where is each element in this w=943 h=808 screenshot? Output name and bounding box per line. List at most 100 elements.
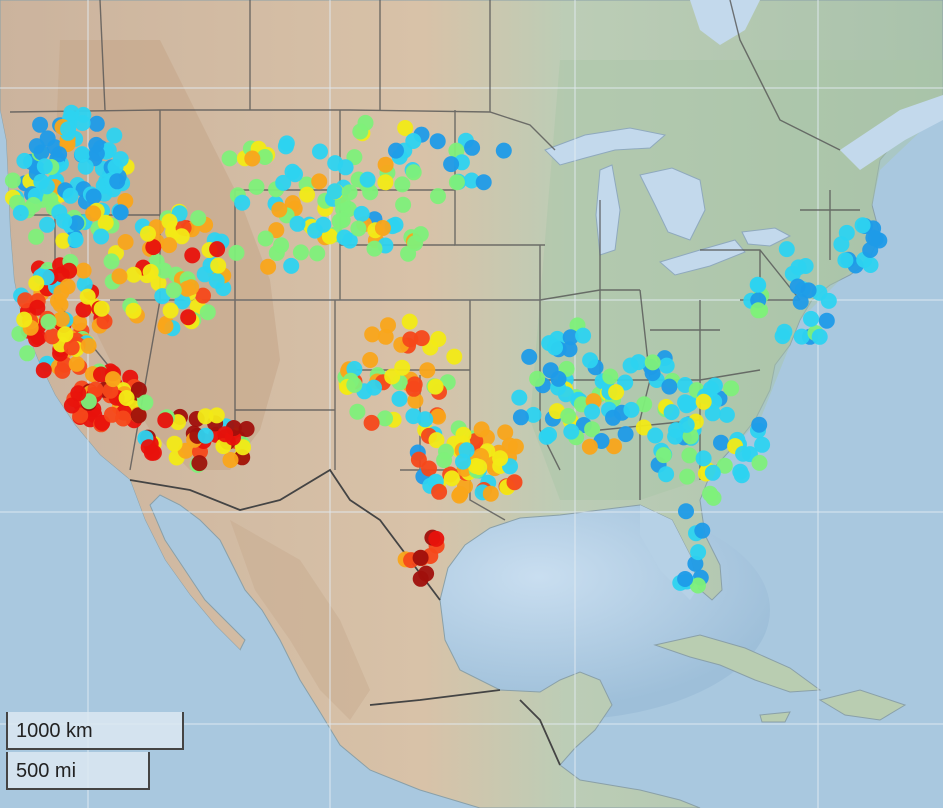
station-marker[interactable] <box>161 237 178 254</box>
station-marker[interactable] <box>289 215 306 232</box>
station-marker[interactable] <box>501 437 518 454</box>
station-marker[interactable] <box>51 146 68 163</box>
station-marker[interactable] <box>71 314 88 331</box>
station-marker[interactable] <box>75 262 92 279</box>
station-marker[interactable] <box>550 370 567 387</box>
station-marker[interactable] <box>222 452 239 468</box>
station-marker[interactable] <box>833 236 850 253</box>
station-marker[interactable] <box>228 244 245 261</box>
station-marker[interactable] <box>260 258 277 275</box>
station-marker[interactable] <box>165 282 182 299</box>
station-marker[interactable] <box>658 466 675 483</box>
station-marker[interactable] <box>428 530 445 547</box>
station-marker[interactable] <box>271 201 288 218</box>
station-marker[interactable] <box>793 328 810 345</box>
station-marker[interactable] <box>166 435 183 452</box>
station-marker[interactable] <box>256 149 273 165</box>
station-marker[interactable] <box>28 228 45 245</box>
station-marker[interactable] <box>443 156 460 173</box>
station-marker[interactable] <box>751 416 768 433</box>
station-marker[interactable] <box>268 222 285 239</box>
station-marker[interactable] <box>384 368 401 385</box>
station-marker[interactable] <box>862 242 879 258</box>
station-marker[interactable] <box>695 450 712 467</box>
station-marker[interactable] <box>173 228 190 245</box>
station-marker[interactable] <box>394 176 411 193</box>
station-marker[interactable] <box>529 370 546 387</box>
station-marker[interactable] <box>463 172 480 189</box>
station-marker[interactable] <box>547 339 563 356</box>
station-marker[interactable] <box>29 299 46 316</box>
station-marker[interactable] <box>130 407 147 424</box>
station-marker[interactable] <box>88 115 105 132</box>
station-marker[interactable] <box>704 405 721 422</box>
station-marker[interactable] <box>350 220 367 237</box>
station-marker[interactable] <box>655 447 672 464</box>
station-marker[interactable] <box>678 416 695 433</box>
station-marker[interactable] <box>107 159 124 175</box>
station-marker[interactable] <box>106 127 123 144</box>
station-marker[interactable] <box>210 257 227 274</box>
station-marker[interactable] <box>12 204 29 221</box>
station-marker[interactable] <box>157 318 174 335</box>
station-marker[interactable] <box>606 438 622 455</box>
station-marker[interactable] <box>475 174 492 191</box>
station-marker[interactable] <box>221 150 238 167</box>
station-marker[interactable] <box>4 172 21 189</box>
station-marker[interactable] <box>749 276 766 293</box>
station-marker[interactable] <box>428 432 445 449</box>
station-marker[interactable] <box>820 292 837 309</box>
station-marker[interactable] <box>473 421 490 438</box>
station-marker[interactable] <box>142 263 159 280</box>
station-marker[interactable] <box>346 376 363 393</box>
station-marker[interactable] <box>257 230 274 247</box>
station-marker[interactable] <box>118 390 135 406</box>
station-marker[interactable] <box>16 152 33 169</box>
station-marker[interactable] <box>430 408 447 425</box>
station-marker[interactable] <box>690 577 706 594</box>
station-marker[interactable] <box>363 414 380 431</box>
station-marker[interactable] <box>112 204 129 221</box>
station-marker[interactable] <box>751 454 768 471</box>
station-marker[interactable] <box>17 292 34 309</box>
station-marker[interactable] <box>180 309 197 326</box>
station-marker[interactable] <box>451 487 468 504</box>
station-marker[interactable] <box>60 121 77 138</box>
station-marker[interactable] <box>63 104 80 121</box>
station-marker[interactable] <box>602 368 619 385</box>
station-marker[interactable] <box>778 241 795 258</box>
station-marker[interactable] <box>635 419 652 436</box>
station-marker[interactable] <box>388 142 404 159</box>
station-marker[interactable] <box>105 371 121 388</box>
station-marker[interactable] <box>238 421 255 437</box>
station-marker[interactable] <box>315 216 332 233</box>
station-marker[interactable] <box>511 389 528 406</box>
station-marker[interactable] <box>137 394 154 411</box>
station-marker[interactable] <box>446 348 463 365</box>
station-marker[interactable] <box>464 139 481 156</box>
station-marker[interactable] <box>74 146 91 163</box>
station-marker[interactable] <box>75 301 92 318</box>
station-marker[interactable] <box>718 406 735 423</box>
station-marker[interactable] <box>125 266 142 283</box>
station-marker[interactable] <box>67 231 84 248</box>
station-marker[interactable] <box>309 245 326 262</box>
station-marker[interactable] <box>16 311 33 328</box>
station-marker[interactable] <box>661 378 678 395</box>
station-marker[interactable] <box>40 313 57 330</box>
station-marker[interactable] <box>97 214 114 231</box>
station-marker[interactable] <box>377 174 394 191</box>
station-marker[interactable] <box>292 244 309 261</box>
station-marker[interactable] <box>331 213 348 230</box>
station-marker[interactable] <box>776 323 793 340</box>
station-marker[interactable] <box>723 380 740 397</box>
station-marker[interactable] <box>854 217 871 234</box>
station-marker[interactable] <box>818 312 835 329</box>
station-marker[interactable] <box>405 380 422 397</box>
station-marker[interactable] <box>695 393 712 410</box>
station-marker[interactable] <box>562 329 579 346</box>
station-marker[interactable] <box>865 229 882 246</box>
station-marker[interactable] <box>704 464 721 481</box>
station-marker[interactable] <box>521 348 538 365</box>
station-marker[interactable] <box>467 458 484 474</box>
